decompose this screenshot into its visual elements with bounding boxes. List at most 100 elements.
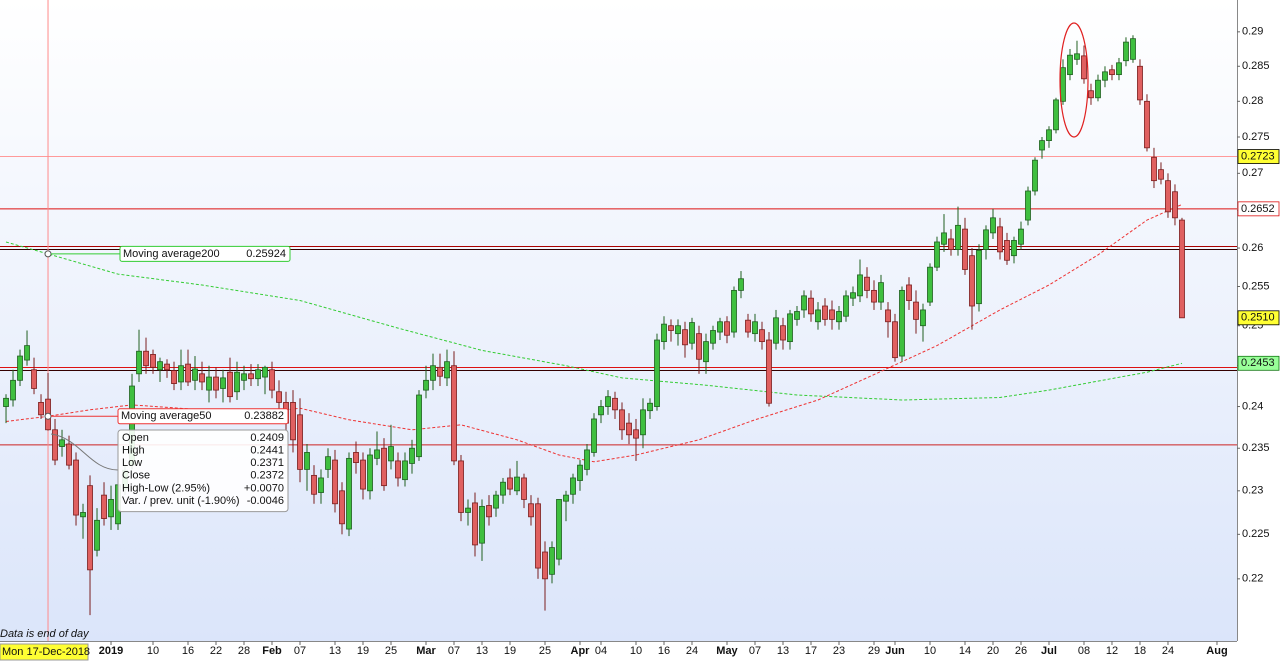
tooltip-label: Var. / prev. unit (-1.90%) bbox=[122, 495, 240, 507]
candle-body bbox=[983, 229, 989, 250]
candle-body bbox=[290, 402, 296, 441]
tooltip-label: Open bbox=[122, 432, 149, 444]
highlight-ellipse bbox=[1059, 22, 1089, 138]
candle-body bbox=[962, 228, 968, 270]
candle-body bbox=[745, 319, 751, 333]
candle-body bbox=[815, 309, 821, 323]
candle-body bbox=[766, 339, 772, 404]
candle-body bbox=[878, 282, 884, 303]
candle-body bbox=[500, 481, 506, 496]
candle-body bbox=[1109, 69, 1115, 76]
candle-body bbox=[591, 418, 597, 453]
x-tick-label: 22 bbox=[210, 645, 222, 657]
candle-body bbox=[38, 402, 44, 416]
candle-body bbox=[626, 422, 632, 436]
candle-body bbox=[969, 255, 975, 307]
y-tick-label: 0.24 bbox=[1242, 400, 1263, 412]
candle-body bbox=[353, 452, 359, 464]
candle-body bbox=[647, 402, 653, 412]
candle-body bbox=[220, 377, 226, 389]
candle-body bbox=[997, 226, 1003, 253]
candle-body bbox=[94, 519, 100, 551]
candle-body bbox=[556, 499, 562, 560]
tooltip-value: 0.2372 bbox=[250, 470, 284, 482]
candle-body bbox=[451, 365, 457, 462]
candle-body bbox=[1088, 90, 1094, 99]
tooltip-value: 0.2371 bbox=[250, 457, 284, 469]
y-tick-label: 0.28 bbox=[1242, 95, 1263, 107]
x-tick-label: 04 bbox=[595, 645, 607, 657]
candle-body bbox=[584, 449, 590, 470]
ma-label-value: 0.23882 bbox=[244, 410, 284, 422]
x-tick-label: 07 bbox=[749, 645, 761, 657]
candle-body bbox=[724, 321, 730, 336]
price-label-box bbox=[1237, 149, 1280, 164]
x-tick-label: 24 bbox=[686, 645, 698, 657]
candle-body bbox=[738, 278, 744, 291]
x-tick-label: 14 bbox=[959, 645, 971, 657]
candle-body bbox=[437, 366, 443, 377]
x-tick-label: 16 bbox=[658, 645, 670, 657]
candle-body bbox=[80, 512, 86, 518]
candle-body bbox=[696, 333, 702, 360]
candle-body bbox=[108, 499, 114, 518]
cursor-date: Mon 17-Dec-2018 bbox=[2, 646, 90, 658]
footnote: Data is end of day bbox=[0, 628, 90, 640]
y-tick-label: 0.29 bbox=[1242, 26, 1263, 38]
candle-body bbox=[612, 397, 618, 411]
ma-label-box bbox=[119, 245, 291, 262]
candle-body bbox=[486, 505, 492, 518]
candle-body bbox=[780, 325, 786, 341]
candle-body bbox=[59, 439, 65, 447]
candle-body bbox=[871, 289, 877, 303]
y-tick-label: 0.275 bbox=[1242, 131, 1270, 143]
candle-body bbox=[157, 361, 163, 371]
candle-body bbox=[1144, 100, 1150, 149]
x-tick-label: 12 bbox=[1106, 645, 1118, 657]
candle-body bbox=[276, 391, 282, 403]
candle-body bbox=[472, 502, 478, 546]
candle-body bbox=[752, 321, 758, 335]
candle-body bbox=[675, 325, 681, 335]
right-axis-background bbox=[1237, 0, 1280, 664]
bottom-axis-background bbox=[0, 641, 1237, 664]
candle-body bbox=[430, 365, 436, 381]
candle-body bbox=[731, 289, 737, 333]
candle-body bbox=[990, 217, 996, 234]
candle-body bbox=[570, 477, 576, 495]
candle-body bbox=[759, 329, 765, 343]
candle-body bbox=[73, 459, 79, 516]
x-tick-label: Jun bbox=[885, 645, 905, 657]
candle-body bbox=[717, 321, 723, 333]
x-tick-label: 13 bbox=[476, 645, 488, 657]
candle-body bbox=[927, 266, 933, 303]
candle-body bbox=[52, 429, 58, 461]
candle-body bbox=[1025, 190, 1031, 221]
candle-body bbox=[906, 284, 912, 301]
x-tick-label: 25 bbox=[539, 645, 551, 657]
candle-body bbox=[661, 323, 667, 343]
candle-body bbox=[1053, 99, 1059, 131]
x-tick-label: 10 bbox=[630, 645, 642, 657]
candle-body bbox=[843, 295, 849, 317]
candle-body bbox=[703, 341, 709, 363]
tooltip-value: 0.2409 bbox=[250, 432, 284, 444]
price-label-box bbox=[1237, 310, 1280, 326]
candle-body bbox=[1165, 180, 1171, 213]
candle-body bbox=[150, 354, 156, 368]
candle-body bbox=[178, 365, 184, 383]
candle-body bbox=[689, 322, 695, 344]
x-tick-label: 24 bbox=[1162, 645, 1174, 657]
candle-body bbox=[1158, 169, 1164, 180]
candle-body bbox=[563, 494, 569, 502]
candle-body bbox=[374, 449, 380, 459]
candle-body bbox=[227, 371, 233, 398]
x-tick-label: 10 bbox=[924, 645, 936, 657]
candle-body bbox=[423, 379, 429, 391]
candle-body bbox=[913, 301, 919, 320]
candle-body bbox=[1081, 55, 1087, 80]
candle-body bbox=[185, 363, 191, 383]
x-tick-label: 28 bbox=[238, 645, 250, 657]
tooltip-label: High bbox=[122, 445, 145, 457]
x-tick-label: 13 bbox=[329, 645, 341, 657]
